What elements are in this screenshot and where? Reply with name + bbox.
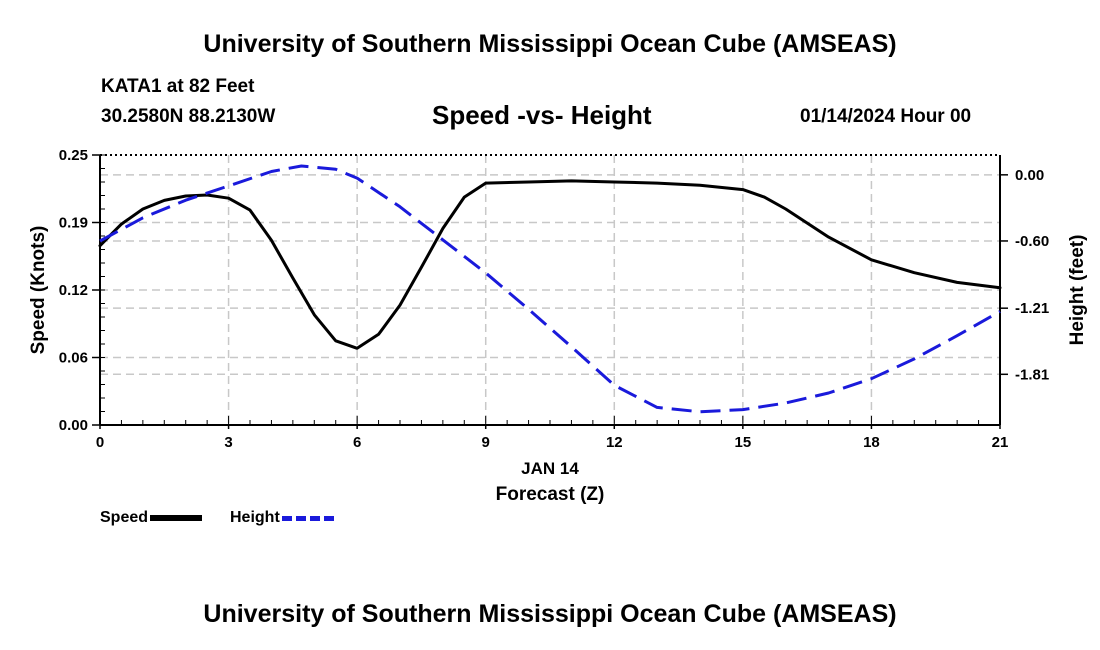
y2-tick-label: 0.00 [1015,167,1044,184]
y-tick-label: 0.19 [59,215,88,232]
footer-title: University of Southern Mississippi Ocean… [203,600,897,628]
legend-height-swatch [281,515,334,521]
y2-tick-label: -1.81 [1015,366,1049,383]
legend-speed-label: Speed [100,509,149,526]
station-label: KATA1 at 82 Feet [101,76,255,97]
x-tick-label: 3 [224,434,232,451]
y2-tick-label: -1.21 [1015,300,1049,317]
forecast-datetime: 01/14/2024 Hour 00 [800,106,972,127]
station-coordinates: 30.2580N 88.2130W [101,106,276,127]
chart-subtitle: Speed -vs- Height [432,100,652,130]
y2-tick-label: -0.60 [1015,233,1049,250]
y-tick-label: 0.06 [59,350,88,367]
x-tick-label: 6 [353,434,361,451]
x-axis-date-label: JAN 14 [521,459,579,478]
x-tick-label: 12 [606,434,623,451]
y2-axis-title: Height (feet) [1067,235,1088,346]
x-tick-label: 9 [482,434,490,451]
y-axis-title: Speed (Knots) [28,226,49,355]
main-title: University of Southern Mississippi Ocean… [203,30,897,58]
x-tick-label: 0 [96,434,104,451]
y-tick-label: 0.25 [59,147,88,164]
x-axis-title: Forecast (Z) [496,484,605,505]
x-tick-label: 15 [735,434,752,451]
legend-item-speed: Speed [100,509,203,527]
y-tick-label: 0.00 [59,417,88,434]
series-line-speed [98,179,1002,350]
x-tick-label: 18 [863,434,880,451]
y-tick-label: 0.12 [59,282,88,299]
legend-height-label: Height [230,509,280,526]
legend-speed-swatch [150,515,203,521]
legend-item-height: Height [230,509,334,527]
x-tick-label: 21 [992,434,1009,451]
